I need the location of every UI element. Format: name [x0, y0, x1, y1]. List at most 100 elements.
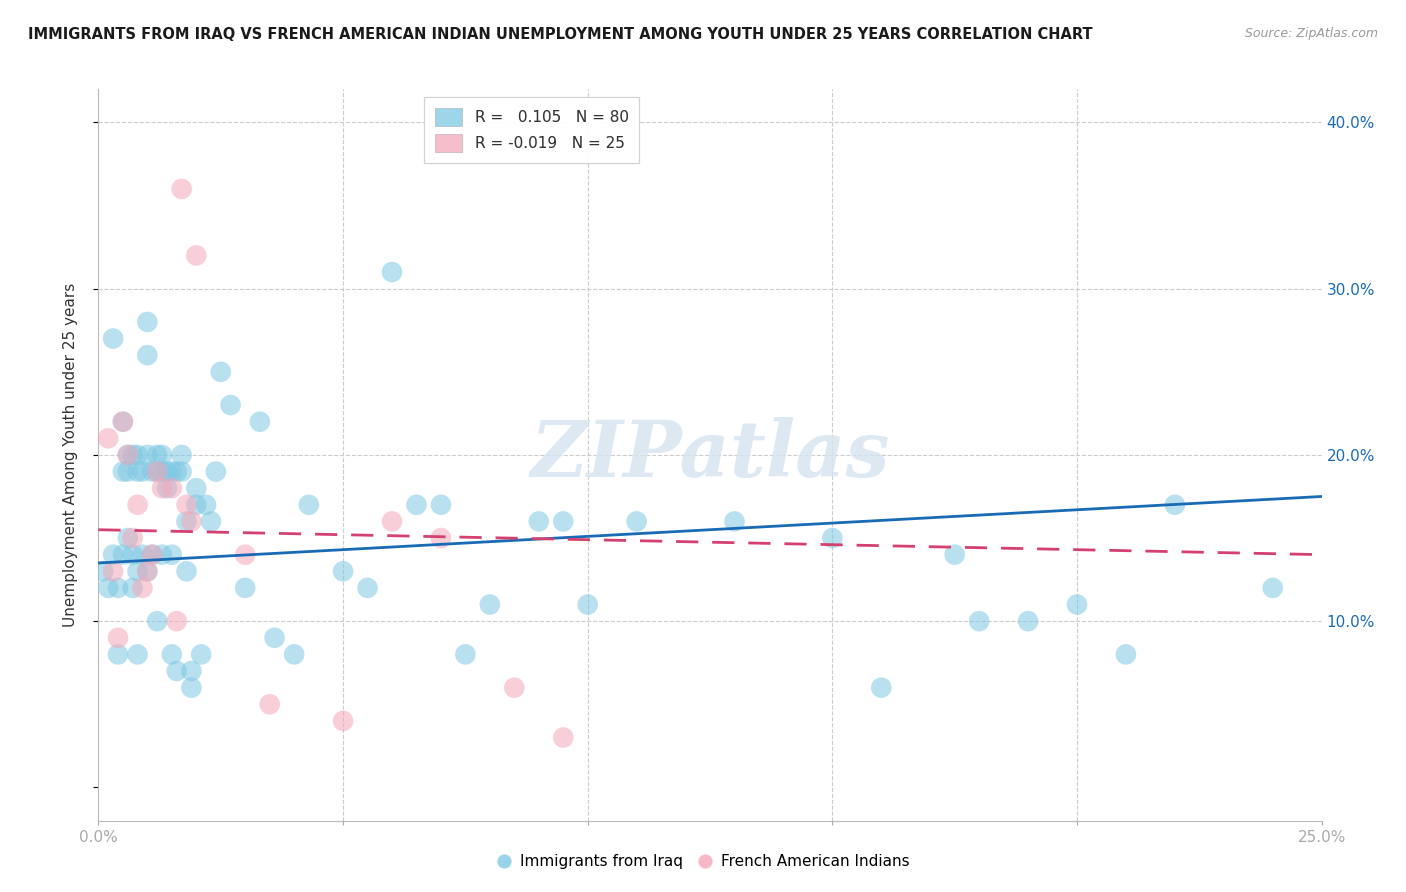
- Point: [131, 465, 153, 479]
- Point: [136, 448, 159, 462]
- Point: [101, 332, 124, 346]
- Point: [117, 448, 139, 462]
- Point: [821, 531, 844, 545]
- Point: [141, 548, 163, 562]
- Point: [160, 548, 183, 562]
- Point: [127, 448, 149, 462]
- Point: [121, 548, 143, 562]
- Point: [121, 531, 143, 545]
- Point: [723, 515, 745, 529]
- Point: [127, 465, 149, 479]
- Point: [1115, 648, 1137, 662]
- Point: [101, 548, 124, 562]
- Point: [131, 581, 153, 595]
- Point: [97, 431, 120, 445]
- Text: Source: ZipAtlas.com: Source: ZipAtlas.com: [1244, 27, 1378, 40]
- Point: [249, 415, 271, 429]
- Point: [283, 648, 305, 662]
- Point: [430, 498, 453, 512]
- Point: [111, 548, 134, 562]
- Point: [176, 498, 198, 512]
- Text: IMMIGRANTS FROM IRAQ VS FRENCH AMERICAN INDIAN UNEMPLOYMENT AMONG YOUTH UNDER 25: IMMIGRANTS FROM IRAQ VS FRENCH AMERICAN …: [28, 27, 1092, 42]
- Point: [1164, 498, 1187, 512]
- Point: [117, 465, 139, 479]
- Point: [332, 564, 354, 578]
- Point: [141, 465, 163, 479]
- Point: [127, 498, 149, 512]
- Point: [180, 664, 202, 678]
- Point: [146, 448, 169, 462]
- Point: [170, 182, 193, 196]
- Point: [107, 631, 129, 645]
- Point: [146, 465, 169, 479]
- Point: [117, 448, 139, 462]
- Point: [150, 548, 173, 562]
- Point: [195, 498, 218, 512]
- Point: [200, 515, 222, 529]
- Point: [170, 448, 193, 462]
- Point: [136, 564, 159, 578]
- Point: [97, 581, 120, 595]
- Point: [219, 398, 242, 412]
- Point: [527, 515, 550, 529]
- Point: [454, 648, 477, 662]
- Point: [176, 564, 198, 578]
- Text: ZIPatlas: ZIPatlas: [530, 417, 890, 493]
- Point: [156, 465, 179, 479]
- Point: [553, 515, 575, 529]
- Point: [430, 531, 453, 545]
- Point: [180, 681, 202, 695]
- Point: [233, 548, 256, 562]
- Point: [111, 465, 134, 479]
- Point: [160, 465, 183, 479]
- Point: [478, 598, 501, 612]
- Point: [136, 564, 159, 578]
- Point: [160, 481, 183, 495]
- Point: [150, 481, 173, 495]
- Point: [146, 465, 169, 479]
- Legend: Immigrants from Iraq, French American Indians: Immigrants from Iraq, French American In…: [491, 848, 915, 875]
- Point: [209, 365, 232, 379]
- Point: [180, 515, 202, 529]
- Point: [121, 581, 143, 595]
- Point: [967, 614, 990, 628]
- Point: [1066, 598, 1088, 612]
- Point: [170, 465, 193, 479]
- Point: [259, 698, 281, 712]
- Point: [160, 648, 183, 662]
- Y-axis label: Unemployment Among Youth under 25 years: Unemployment Among Youth under 25 years: [63, 283, 77, 627]
- Point: [186, 248, 208, 262]
- Point: [111, 415, 134, 429]
- Point: [176, 515, 198, 529]
- Point: [131, 548, 153, 562]
- Point: [626, 515, 648, 529]
- Point: [186, 481, 208, 495]
- Point: [91, 564, 114, 578]
- Point: [381, 265, 404, 279]
- Point: [298, 498, 321, 512]
- Point: [356, 581, 378, 595]
- Point: [263, 631, 285, 645]
- Point: [107, 648, 129, 662]
- Point: [1261, 581, 1284, 595]
- Point: [166, 664, 188, 678]
- Point: [503, 681, 526, 695]
- Point: [127, 564, 149, 578]
- Point: [943, 548, 966, 562]
- Point: [553, 731, 575, 745]
- Point: [127, 648, 149, 662]
- Point: [186, 498, 208, 512]
- Point: [136, 348, 159, 362]
- Point: [150, 465, 173, 479]
- Point: [111, 415, 134, 429]
- Point: [166, 465, 188, 479]
- Point: [205, 465, 228, 479]
- Point: [332, 714, 354, 728]
- Point: [117, 531, 139, 545]
- Point: [107, 581, 129, 595]
- Point: [121, 448, 143, 462]
- Point: [233, 581, 256, 595]
- Legend: R =   0.105   N = 80, R = -0.019   N = 25: R = 0.105 N = 80, R = -0.019 N = 25: [425, 97, 640, 163]
- Point: [166, 614, 188, 628]
- Point: [141, 548, 163, 562]
